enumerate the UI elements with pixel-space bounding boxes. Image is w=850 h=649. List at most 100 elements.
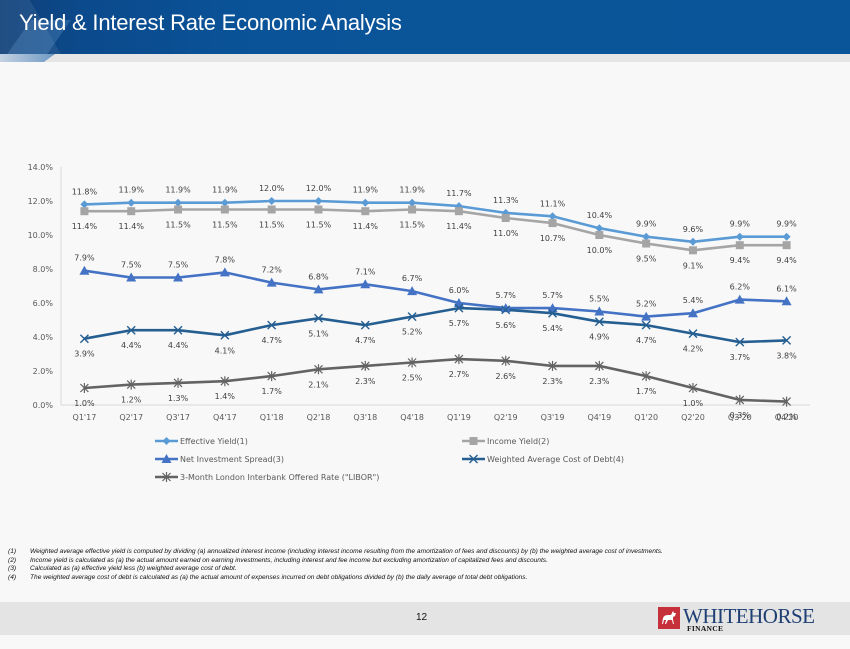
- data-label: 11.0%: [493, 229, 519, 238]
- data-point-square: [642, 239, 651, 248]
- footnote-text: The weighted average cost of debt is cal…: [30, 573, 528, 581]
- x-tick-label: Q2'18: [307, 413, 331, 422]
- data-label: 11.8%: [72, 187, 98, 196]
- data-point-x: [548, 308, 558, 318]
- y-tick-label: 12.0%: [28, 197, 54, 206]
- footnote-text: Calculated as (a) effective yield less (…: [30, 565, 237, 573]
- legend-label: Weighted Average Cost of Debt(4): [487, 455, 624, 464]
- data-point-square: [454, 207, 463, 216]
- series-line: [84, 199, 787, 244]
- header-decoration: [0, 54, 55, 62]
- data-point-star: [641, 371, 651, 382]
- x-tick-label: Q1'19: [447, 413, 471, 422]
- data-point-x: [173, 325, 183, 335]
- footnote: (2) Income yield is calculated as (a) th…: [8, 557, 808, 566]
- data-point-diamond: [220, 198, 229, 207]
- data-label: 11.3%: [493, 196, 519, 205]
- data-point-square: [174, 205, 183, 214]
- data-label: 9.4%: [776, 256, 797, 265]
- data-point-star: [688, 383, 698, 393]
- data-label: 4.4%: [168, 341, 189, 350]
- y-tick-label: 10.0%: [28, 231, 54, 240]
- x-tick-label: Q1'18: [260, 413, 284, 422]
- data-point-star: [548, 360, 557, 371]
- data-point-square: [220, 205, 229, 214]
- data-label: 3.7%: [730, 353, 751, 362]
- y-tick-label: 0.0%: [33, 401, 54, 410]
- data-label: 11.9%: [399, 186, 425, 195]
- data-point-star: [501, 355, 511, 366]
- x-tick-label: Q4'18: [400, 413, 424, 422]
- data-point-diamond: [548, 212, 557, 221]
- data-point-triangle: [360, 279, 371, 289]
- data-point-star: [594, 360, 604, 371]
- data-label: 5.7%: [542, 291, 563, 300]
- data-label: 11.5%: [165, 221, 191, 230]
- data-label: 6.8%: [308, 272, 329, 281]
- x-tick-label: Q2'17: [119, 413, 143, 422]
- data-label: 6.0%: [449, 286, 470, 295]
- data-label: 4.9%: [589, 333, 610, 342]
- header-underline: [0, 54, 850, 62]
- data-point-x: [454, 303, 464, 313]
- data-point-square: [314, 205, 323, 214]
- data-point-star: [454, 354, 464, 365]
- data-point-triangle: [500, 303, 511, 313]
- data-label: 2.7%: [449, 370, 470, 379]
- data-point-x: [126, 325, 136, 335]
- data-label: 10.7%: [540, 234, 566, 243]
- data-label: 5.1%: [308, 329, 329, 338]
- data-label: 5.7%: [496, 291, 517, 300]
- data-point-square: [127, 207, 136, 216]
- data-point-diamond: [127, 198, 136, 207]
- data-point-star: [360, 360, 370, 371]
- y-tick-label: 14.0%: [28, 163, 54, 172]
- footnote: (3) Calculated as (a) effective yield le…: [8, 565, 808, 574]
- data-label: 11.5%: [399, 221, 425, 230]
- data-point-diamond: [595, 224, 604, 233]
- data-point-x: [501, 305, 511, 315]
- data-point-triangle: [173, 272, 184, 282]
- legend-label: 3-Month London Interbank Offered Rate ("…: [180, 473, 379, 482]
- data-point-diamond: [735, 232, 744, 241]
- y-tick-label: 6.0%: [33, 299, 54, 308]
- data-point-star: [267, 371, 277, 382]
- data-point-diamond: [361, 198, 370, 207]
- data-point-diamond: [162, 437, 171, 445]
- data-label: 11.4%: [353, 222, 379, 231]
- data-label: 1.3%: [168, 394, 189, 403]
- data-point-triangle: [79, 265, 90, 275]
- data-point-diamond: [174, 198, 183, 207]
- chart-container: 0.0% 2.0% 4.0% 6.0% 8.0% 10.0% 12.0% 14.0% Q1'17…: [0, 140, 850, 500]
- x-tick-label: Q4'17: [213, 413, 237, 422]
- data-label: 12.0%: [306, 184, 332, 193]
- y-tick-label: 8.0%: [33, 265, 54, 274]
- data-point-x: [641, 320, 651, 330]
- data-point-star: [407, 357, 417, 368]
- data-label: 11.9%: [353, 186, 379, 195]
- x-tick-label: Q2'19: [494, 413, 518, 422]
- footnote: (4) The weighted average cost of debt is…: [8, 574, 808, 583]
- data-point-triangle: [313, 284, 324, 294]
- series-line: [84, 269, 787, 318]
- data-label: 9.9%: [776, 220, 797, 229]
- data-label: 2.1%: [308, 380, 329, 389]
- data-point-star: [782, 396, 792, 407]
- company-logo: WHITEHORSE FINANCE: [658, 604, 838, 634]
- footnote-text: Weighted average effective yield is comp…: [30, 548, 663, 555]
- x-tick-label: Q3'19: [541, 413, 565, 422]
- data-point-star: [735, 394, 745, 405]
- data-point-square: [408, 205, 417, 214]
- data-point-triangle: [641, 311, 652, 321]
- footnote-number: (1): [8, 548, 17, 555]
- data-point-triangle: [266, 277, 277, 287]
- x-tick-label: Q1'20: [634, 413, 658, 422]
- data-point-triangle: [219, 267, 230, 277]
- footnote-text: Income yield is calculated as (a) the ac…: [30, 556, 548, 564]
- data-label: 9.6%: [683, 225, 704, 234]
- data-label: 9.1%: [683, 261, 704, 270]
- data-label: 0.3%: [730, 411, 751, 420]
- footnote-number: (2): [8, 556, 17, 564]
- footnotes: (1) Weighted average effective yield is …: [8, 548, 808, 582]
- data-point-triangle: [734, 294, 745, 304]
